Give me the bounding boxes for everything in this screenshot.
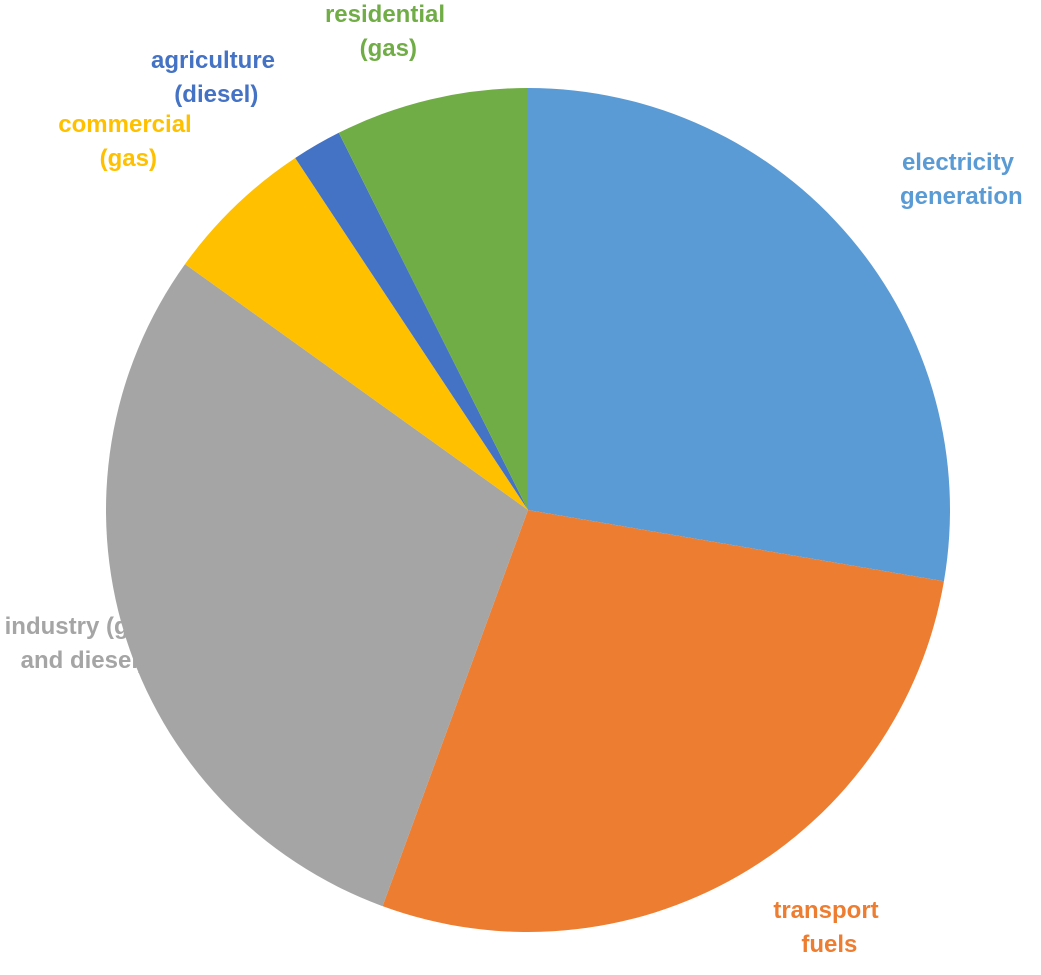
pie-slice <box>185 158 528 510</box>
data-label: electricity generation <box>893 149 1022 210</box>
data-label: agriculture (diesel) <box>151 47 275 108</box>
pie-slice <box>528 88 950 582</box>
pie-slice <box>338 88 528 510</box>
data-label: commercial (gas) <box>58 111 191 172</box>
pie-slice <box>295 132 528 510</box>
data-label: residential (gas) <box>325 1 445 62</box>
pie-slice <box>382 510 944 932</box>
label-layer: electricity generation transport fuels com… <box>58 1 1022 958</box>
pie-slice <box>106 264 529 907</box>
pie <box>106 88 950 932</box>
data-label: transport fuels <box>773 897 878 958</box>
